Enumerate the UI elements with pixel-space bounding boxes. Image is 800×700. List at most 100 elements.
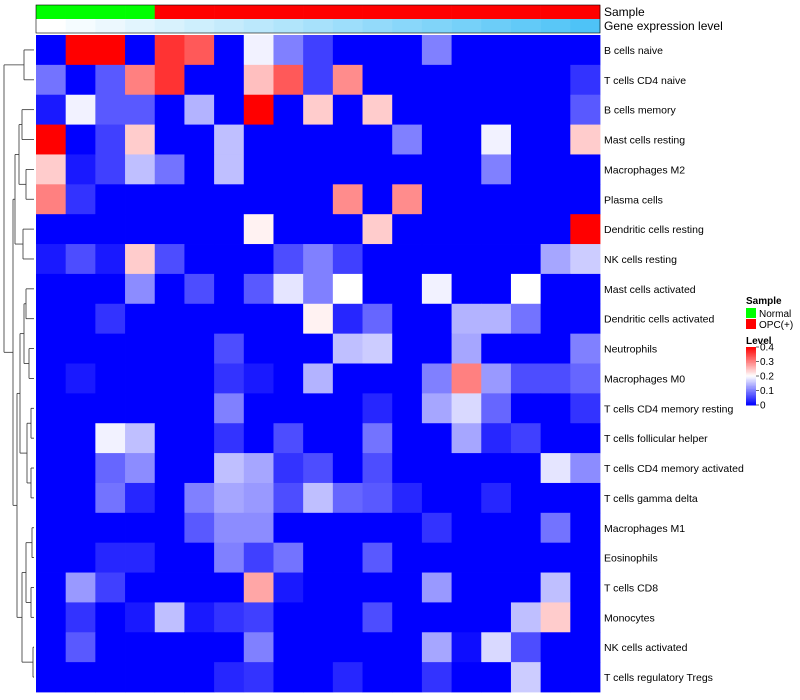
heatmap-cell xyxy=(510,184,542,215)
heatmap-cell xyxy=(243,333,274,364)
row-label: Mast cells resting xyxy=(604,135,685,147)
expression-annotation-cell xyxy=(362,19,393,33)
heatmap-cell xyxy=(481,35,512,66)
heatmap-cell xyxy=(570,542,601,573)
heatmap-cell xyxy=(392,662,423,693)
heatmap-cell xyxy=(332,214,363,245)
expression-annotation-cell xyxy=(273,19,304,33)
heatmap-cell xyxy=(303,124,334,155)
heatmap-cell xyxy=(36,602,67,633)
heatmap-cell xyxy=(243,572,274,603)
heatmap-cell xyxy=(421,35,452,66)
heatmap-cell xyxy=(154,393,185,424)
row-label: T cells CD8 xyxy=(604,582,658,594)
heatmap-cell xyxy=(95,482,126,514)
heatmap-cell xyxy=(214,632,245,663)
heatmap-cell xyxy=(36,64,67,96)
heatmap-cell xyxy=(214,64,245,96)
heatmap-cell xyxy=(36,273,67,305)
heatmap-cell xyxy=(303,512,334,544)
heatmap-cell xyxy=(243,244,274,275)
level-legend-tick-label: 0.2 xyxy=(760,372,774,383)
heatmap-cell xyxy=(243,214,274,245)
heatmap-cell xyxy=(36,572,67,603)
heatmap-cell xyxy=(243,64,274,96)
row-label: Dendritic cells activated xyxy=(604,314,714,326)
heatmap-cells xyxy=(36,35,601,693)
sample-annotation-cell xyxy=(125,5,156,19)
heatmap-cell xyxy=(392,512,423,544)
heatmap-cell xyxy=(36,184,67,215)
heatmap-cell xyxy=(332,184,363,215)
heatmap-cell xyxy=(154,64,185,96)
heatmap-cell xyxy=(421,512,452,544)
heatmap-cell xyxy=(214,423,245,454)
heatmap-cell xyxy=(481,94,512,125)
heatmap-cell xyxy=(273,572,304,603)
expression-annotation-cell xyxy=(421,19,452,33)
heatmap-cell xyxy=(95,64,126,96)
heatmap-cell xyxy=(392,542,423,573)
heatmap-cell xyxy=(481,64,512,96)
heatmap-cell xyxy=(540,602,571,633)
heatmap-cell xyxy=(36,393,67,424)
level-gradient-step xyxy=(746,399,756,402)
heatmap-cell xyxy=(243,363,274,394)
heatmap-cell xyxy=(95,632,126,663)
heatmap-cell xyxy=(65,154,96,185)
heatmap-cell xyxy=(451,423,482,454)
heatmap-cell xyxy=(65,303,96,335)
heatmap-cell xyxy=(332,662,363,693)
heatmap-cell xyxy=(65,602,96,633)
sample-annotation-cell xyxy=(362,5,393,19)
heatmap-cell xyxy=(125,363,156,394)
sample-annotation-cell xyxy=(392,5,423,19)
level-gradient-step xyxy=(746,358,756,361)
row-dendrogram xyxy=(3,49,34,678)
level-gradient-step xyxy=(746,403,756,406)
heatmap-cell xyxy=(332,423,363,454)
heatmap-cell xyxy=(570,423,601,454)
heatmap-cell xyxy=(154,214,185,245)
heatmap-cell xyxy=(303,214,334,245)
heatmap-cell xyxy=(510,124,542,155)
heatmap-cell xyxy=(65,482,96,514)
heatmap-cell xyxy=(392,154,423,185)
heatmap-cell xyxy=(421,363,452,394)
heatmap-cell xyxy=(95,423,126,454)
expression-annotation-cell xyxy=(36,19,66,33)
heatmap-cell xyxy=(65,662,96,693)
heatmap-cell xyxy=(332,572,363,603)
heatmap-cell xyxy=(36,244,67,275)
sample-annotation-cell xyxy=(95,5,126,19)
heatmap-cell xyxy=(303,632,334,663)
heatmap-cell xyxy=(243,542,274,573)
heatmap-cell xyxy=(36,124,67,155)
expression-annotation-cell xyxy=(510,19,541,33)
heatmap-cell xyxy=(451,94,482,125)
heatmap-cell xyxy=(332,154,363,185)
heatmap-cell xyxy=(273,273,304,305)
heatmap-cell xyxy=(154,542,185,573)
heatmap-cell xyxy=(95,35,126,66)
sample-annotation-cell xyxy=(303,5,334,19)
heatmap-cell xyxy=(421,64,452,96)
heatmap-cell xyxy=(184,273,215,305)
heatmap-cell xyxy=(273,602,304,633)
heatmap-cell xyxy=(125,572,156,603)
heatmap-cell xyxy=(184,154,215,185)
heatmap-cell xyxy=(273,393,304,424)
heatmap-cell xyxy=(273,482,304,514)
heatmap-cell xyxy=(451,542,482,573)
heatmap-cell xyxy=(36,35,67,66)
heatmap-cell xyxy=(95,124,126,155)
level-gradient-step xyxy=(746,361,756,364)
heatmap-cell xyxy=(95,662,126,693)
heatmap-cell xyxy=(362,662,393,693)
heatmap-cell xyxy=(36,363,67,394)
heatmap-cell xyxy=(421,632,452,663)
level-gradient-step xyxy=(746,357,756,360)
heatmap-cell xyxy=(332,453,363,484)
heatmap-cell xyxy=(570,393,601,424)
